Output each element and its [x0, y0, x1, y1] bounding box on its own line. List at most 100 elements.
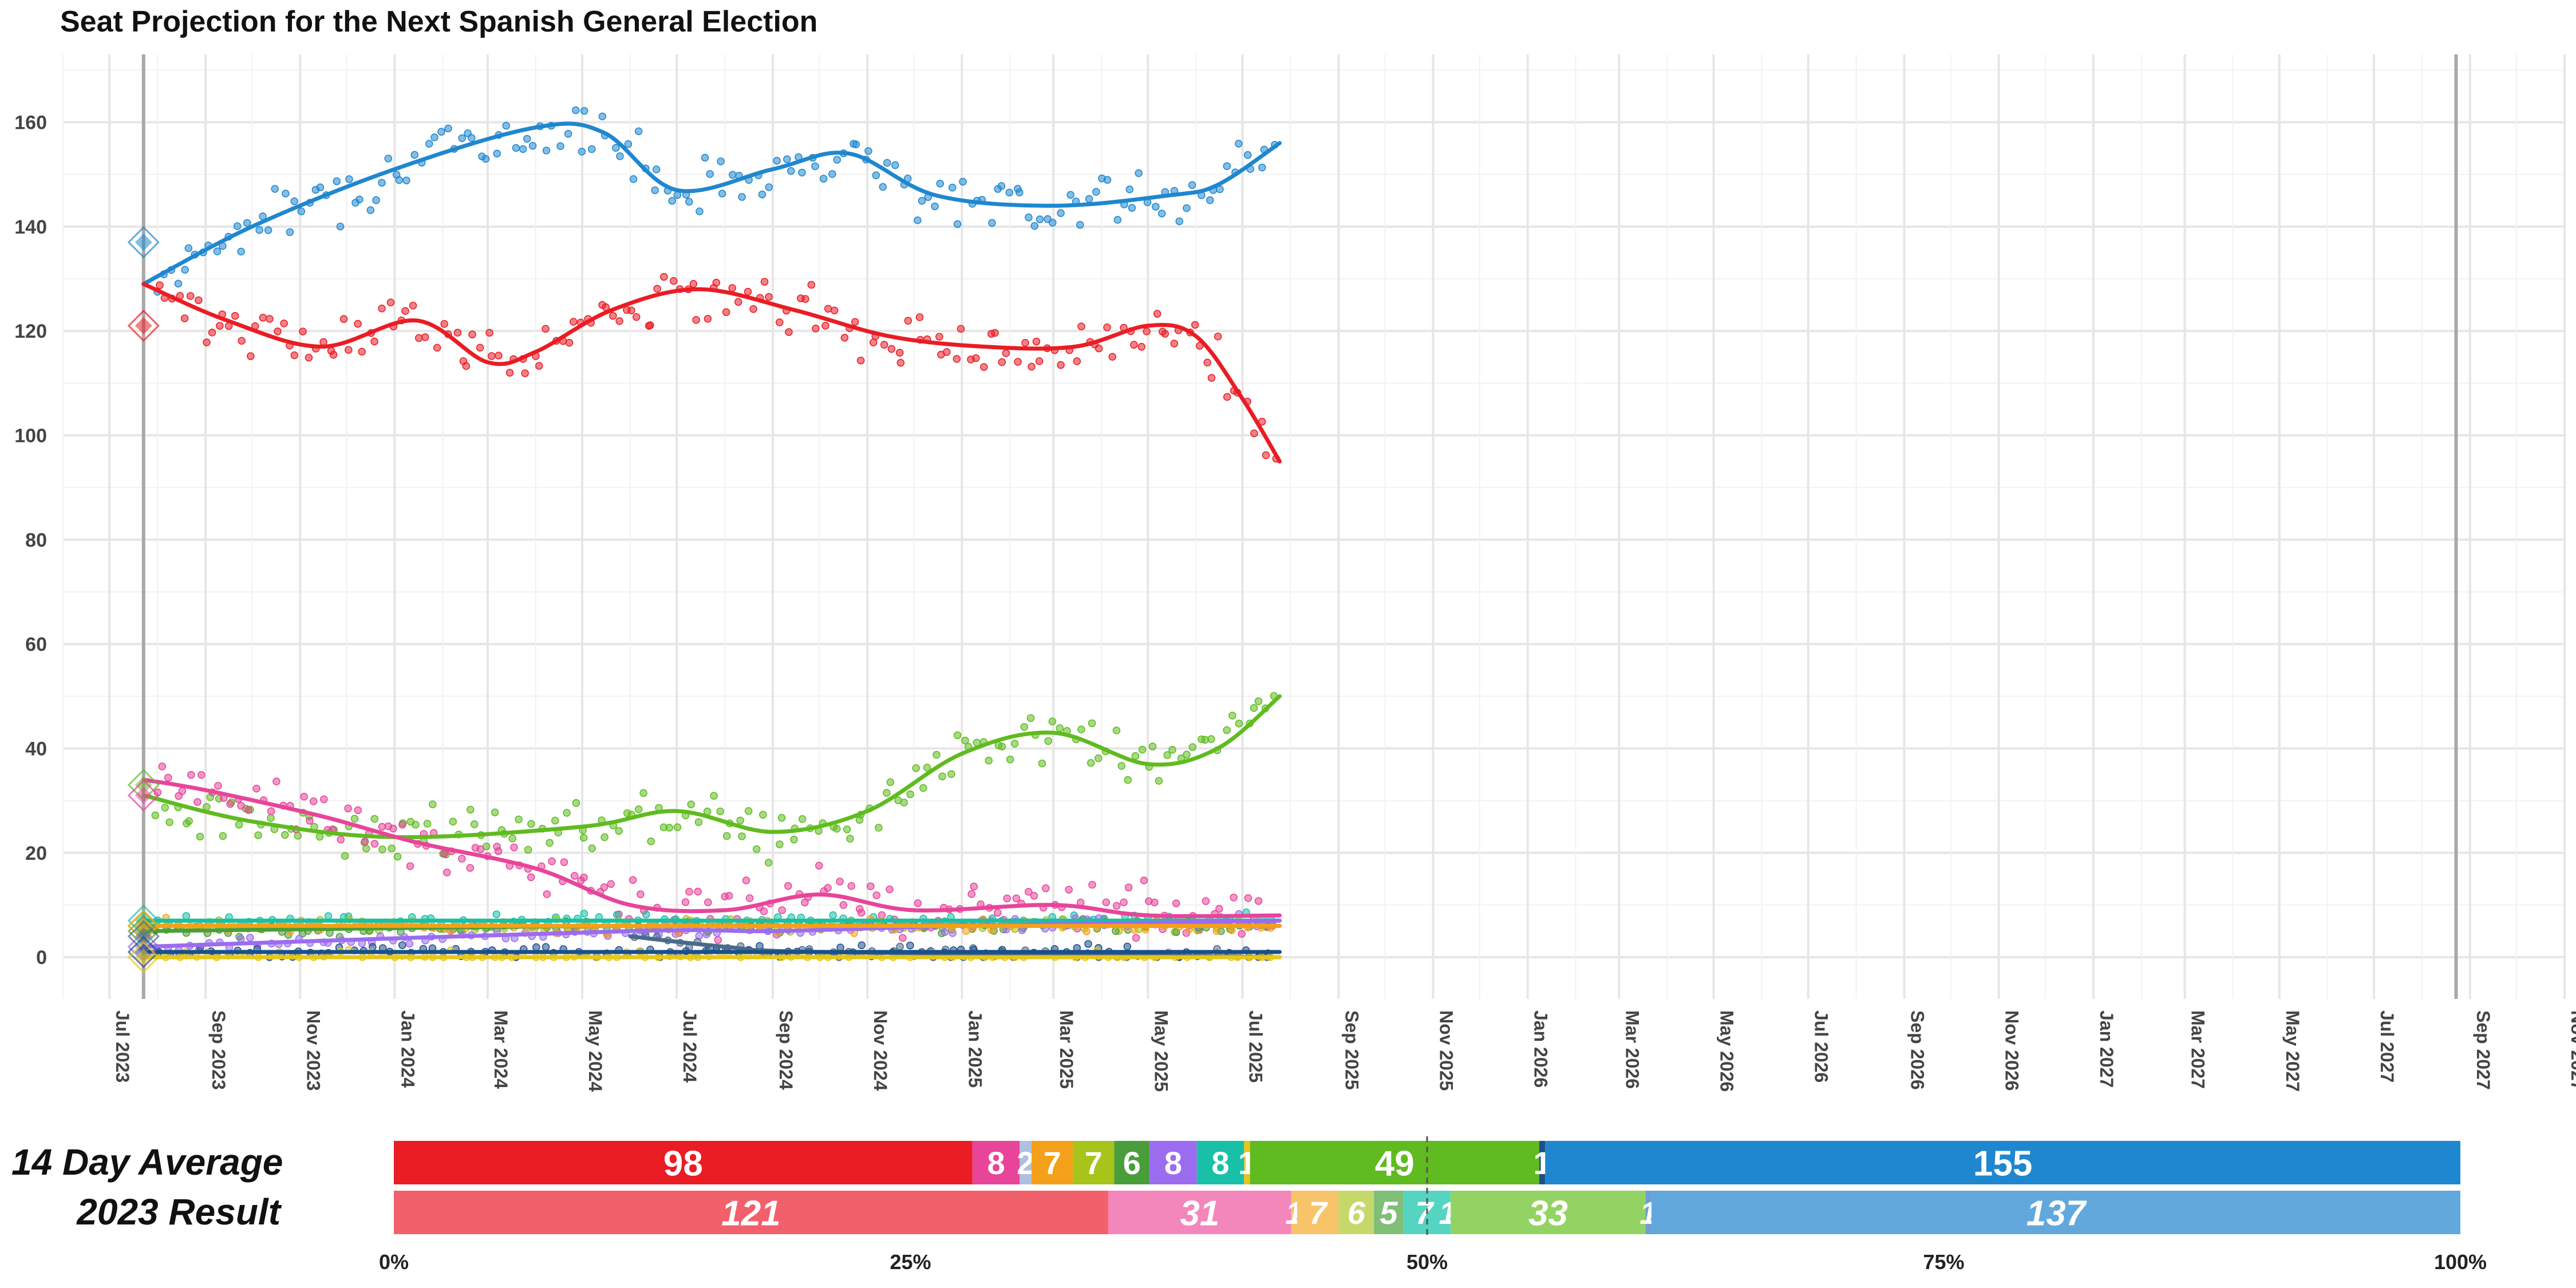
poll-point — [1163, 751, 1171, 759]
poll-point — [915, 313, 924, 321]
poll-point — [226, 800, 234, 808]
poll-point — [906, 941, 914, 950]
poll-point — [1082, 927, 1091, 935]
poll-point — [238, 337, 246, 345]
poll-point — [706, 170, 714, 178]
poll-point — [931, 202, 939, 211]
x-tick-label: May 2027 — [2282, 1010, 2303, 1092]
poll-point — [1108, 353, 1117, 361]
poll-point — [875, 824, 883, 832]
poll-point — [957, 325, 965, 333]
poll-point — [710, 792, 718, 800]
poll-point — [485, 329, 493, 337]
poll-point — [712, 278, 721, 287]
percent-tick-label: 75% — [1923, 1250, 1964, 1274]
poll-point — [337, 835, 345, 844]
x-tick-label: Sep 2026 — [1907, 1010, 1928, 1090]
poll-point — [830, 306, 839, 315]
bar-segment — [1651, 1191, 2460, 1234]
x-tick-label: Nov 2027 — [2567, 1010, 2576, 1091]
poll-point — [243, 219, 251, 227]
poll-point — [208, 329, 216, 337]
poll-point — [186, 292, 195, 300]
percent-tick-label: 100% — [2434, 1250, 2487, 1274]
poll-point — [704, 898, 712, 907]
poll-point — [1048, 717, 1057, 726]
poll-point — [458, 855, 466, 863]
x-tick-label: Jul 2025 — [1245, 1010, 1266, 1082]
poll-point — [1030, 222, 1039, 230]
poll-point — [685, 197, 693, 206]
poll-point — [985, 756, 993, 765]
poll-point — [1117, 762, 1125, 770]
poll-point — [1088, 880, 1096, 889]
poll-point — [184, 244, 193, 252]
x-tick-label: May 2024 — [585, 1010, 606, 1092]
poll-point — [510, 843, 518, 852]
poll-point — [1124, 776, 1132, 784]
poll-point — [1038, 759, 1046, 768]
poll-point — [344, 804, 352, 813]
poll-point — [524, 846, 532, 854]
poll-point — [970, 882, 978, 891]
bar-segment — [1297, 1191, 1339, 1234]
poll-point — [896, 942, 904, 951]
poll-point — [704, 315, 712, 323]
poll-point — [778, 906, 786, 914]
poll-point — [651, 186, 659, 195]
poll-point — [572, 106, 580, 114]
bar-segment-label: 7 — [1043, 1145, 1061, 1181]
poll-point — [1066, 191, 1074, 199]
poll-point — [787, 167, 795, 175]
poll-point — [196, 832, 204, 841]
poll-point — [759, 811, 767, 819]
poll-point — [923, 764, 931, 772]
poll-point — [609, 312, 617, 320]
poll-point — [515, 815, 523, 824]
poll-point — [1223, 726, 1231, 734]
poll-point — [829, 911, 837, 919]
poll-point — [401, 307, 409, 315]
poll-point — [1243, 151, 1252, 159]
trend-line — [141, 121, 1282, 286]
poll-point — [685, 887, 693, 896]
poll-point — [988, 219, 996, 227]
poll-point — [1125, 185, 1134, 193]
poll-point — [716, 807, 724, 816]
poll-point — [1235, 140, 1243, 148]
poll-point — [259, 314, 267, 322]
poll-point — [880, 341, 888, 349]
poll-point — [384, 155, 392, 163]
poll-point — [1172, 928, 1180, 937]
poll-point — [1148, 742, 1157, 750]
poll-point — [521, 369, 529, 377]
poll-point — [300, 792, 308, 801]
y-axis: 0 20 40 60 80 100 120 140 160 — [14, 112, 47, 969]
x-tick-label: Sep 2027 — [2473, 1010, 2494, 1090]
poll-point — [665, 824, 674, 832]
poll-point — [264, 226, 272, 234]
poll-point — [274, 327, 282, 335]
row-label-average: 14 Day Average — [11, 1141, 283, 1183]
poll-point — [299, 327, 307, 335]
poll-point — [852, 140, 860, 148]
poll-point — [790, 835, 798, 844]
trend-line — [141, 694, 1282, 840]
result-diamond-outline — [127, 309, 160, 342]
poll-point — [398, 941, 406, 949]
poll-point — [858, 941, 866, 950]
bar-segment-label: 7 — [1085, 1145, 1103, 1181]
bar-segment — [394, 1141, 973, 1184]
poll-point — [231, 311, 239, 320]
poll-point — [1073, 357, 1081, 365]
poll-point — [634, 127, 643, 136]
poll-point — [181, 266, 189, 274]
x-tick-label: Jul 2023 — [112, 1010, 133, 1082]
poll-point — [941, 928, 949, 937]
poll-point — [165, 818, 173, 827]
poll-point — [1235, 720, 1243, 728]
vertical-markers — [141, 54, 2458, 999]
result-diamond — [135, 317, 152, 335]
poll-point — [161, 804, 169, 812]
